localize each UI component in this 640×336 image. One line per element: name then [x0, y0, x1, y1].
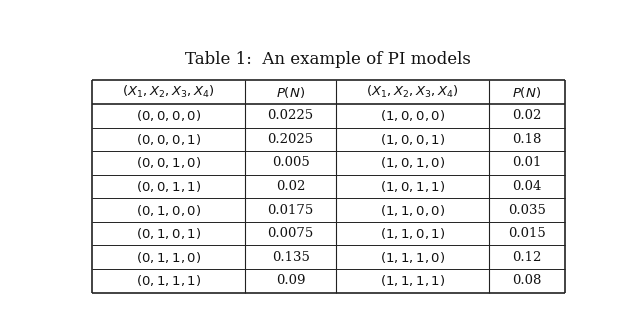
Text: $(1,1,1,0)$: $(1,1,1,0)$ — [380, 250, 445, 265]
Text: $(X_1, X_2, X_3, X_4)$: $(X_1, X_2, X_3, X_4)$ — [366, 84, 459, 100]
Text: 0.01: 0.01 — [512, 157, 541, 169]
Text: 0.035: 0.035 — [508, 204, 546, 217]
Text: $P(N)$: $P(N)$ — [513, 85, 541, 100]
Text: $(1,1,0,1)$: $(1,1,0,1)$ — [380, 226, 445, 241]
Text: $(0,1,1,1)$: $(0,1,1,1)$ — [136, 273, 201, 288]
Text: $P(N)$: $P(N)$ — [276, 85, 305, 100]
Text: 0.02: 0.02 — [512, 109, 541, 122]
Text: $(X_1, X_2, X_3, X_4)$: $(X_1, X_2, X_3, X_4)$ — [122, 84, 215, 100]
Text: 0.09: 0.09 — [276, 274, 305, 287]
Text: $(0,1,0,0)$: $(0,1,0,0)$ — [136, 203, 201, 218]
Text: $(1,0,1,1)$: $(1,0,1,1)$ — [380, 179, 445, 194]
Text: $(0,0,0,1)$: $(0,0,0,1)$ — [136, 132, 201, 147]
Text: 0.18: 0.18 — [512, 133, 541, 146]
Text: 0.04: 0.04 — [512, 180, 541, 193]
Text: $(1,1,0,0)$: $(1,1,0,0)$ — [380, 203, 445, 218]
Text: 0.005: 0.005 — [272, 157, 310, 169]
Text: 0.0075: 0.0075 — [268, 227, 314, 240]
Text: $(0,0,0,0)$: $(0,0,0,0)$ — [136, 108, 201, 123]
Text: 0.12: 0.12 — [512, 251, 541, 264]
Text: $(1,0,1,0)$: $(1,0,1,0)$ — [380, 156, 445, 170]
Text: $(0,0,1,0)$: $(0,0,1,0)$ — [136, 156, 201, 170]
Text: 0.2025: 0.2025 — [268, 133, 314, 146]
Text: $(1,0,0,1)$: $(1,0,0,1)$ — [380, 132, 445, 147]
Text: $(0,0,1,1)$: $(0,0,1,1)$ — [136, 179, 201, 194]
Text: $(0,1,0,1)$: $(0,1,0,1)$ — [136, 226, 201, 241]
Text: $(1,0,0,0)$: $(1,0,0,0)$ — [380, 108, 445, 123]
Text: 0.0175: 0.0175 — [268, 204, 314, 217]
Text: 0.02: 0.02 — [276, 180, 305, 193]
Text: 0.135: 0.135 — [272, 251, 310, 264]
Text: $(1,1,1,1)$: $(1,1,1,1)$ — [380, 273, 445, 288]
Text: 0.015: 0.015 — [508, 227, 546, 240]
Text: 0.08: 0.08 — [512, 274, 541, 287]
Text: Table 1:  An example of PI models: Table 1: An example of PI models — [185, 51, 471, 68]
Text: $(0,1,1,0)$: $(0,1,1,0)$ — [136, 250, 201, 265]
Text: 0.0225: 0.0225 — [268, 109, 314, 122]
